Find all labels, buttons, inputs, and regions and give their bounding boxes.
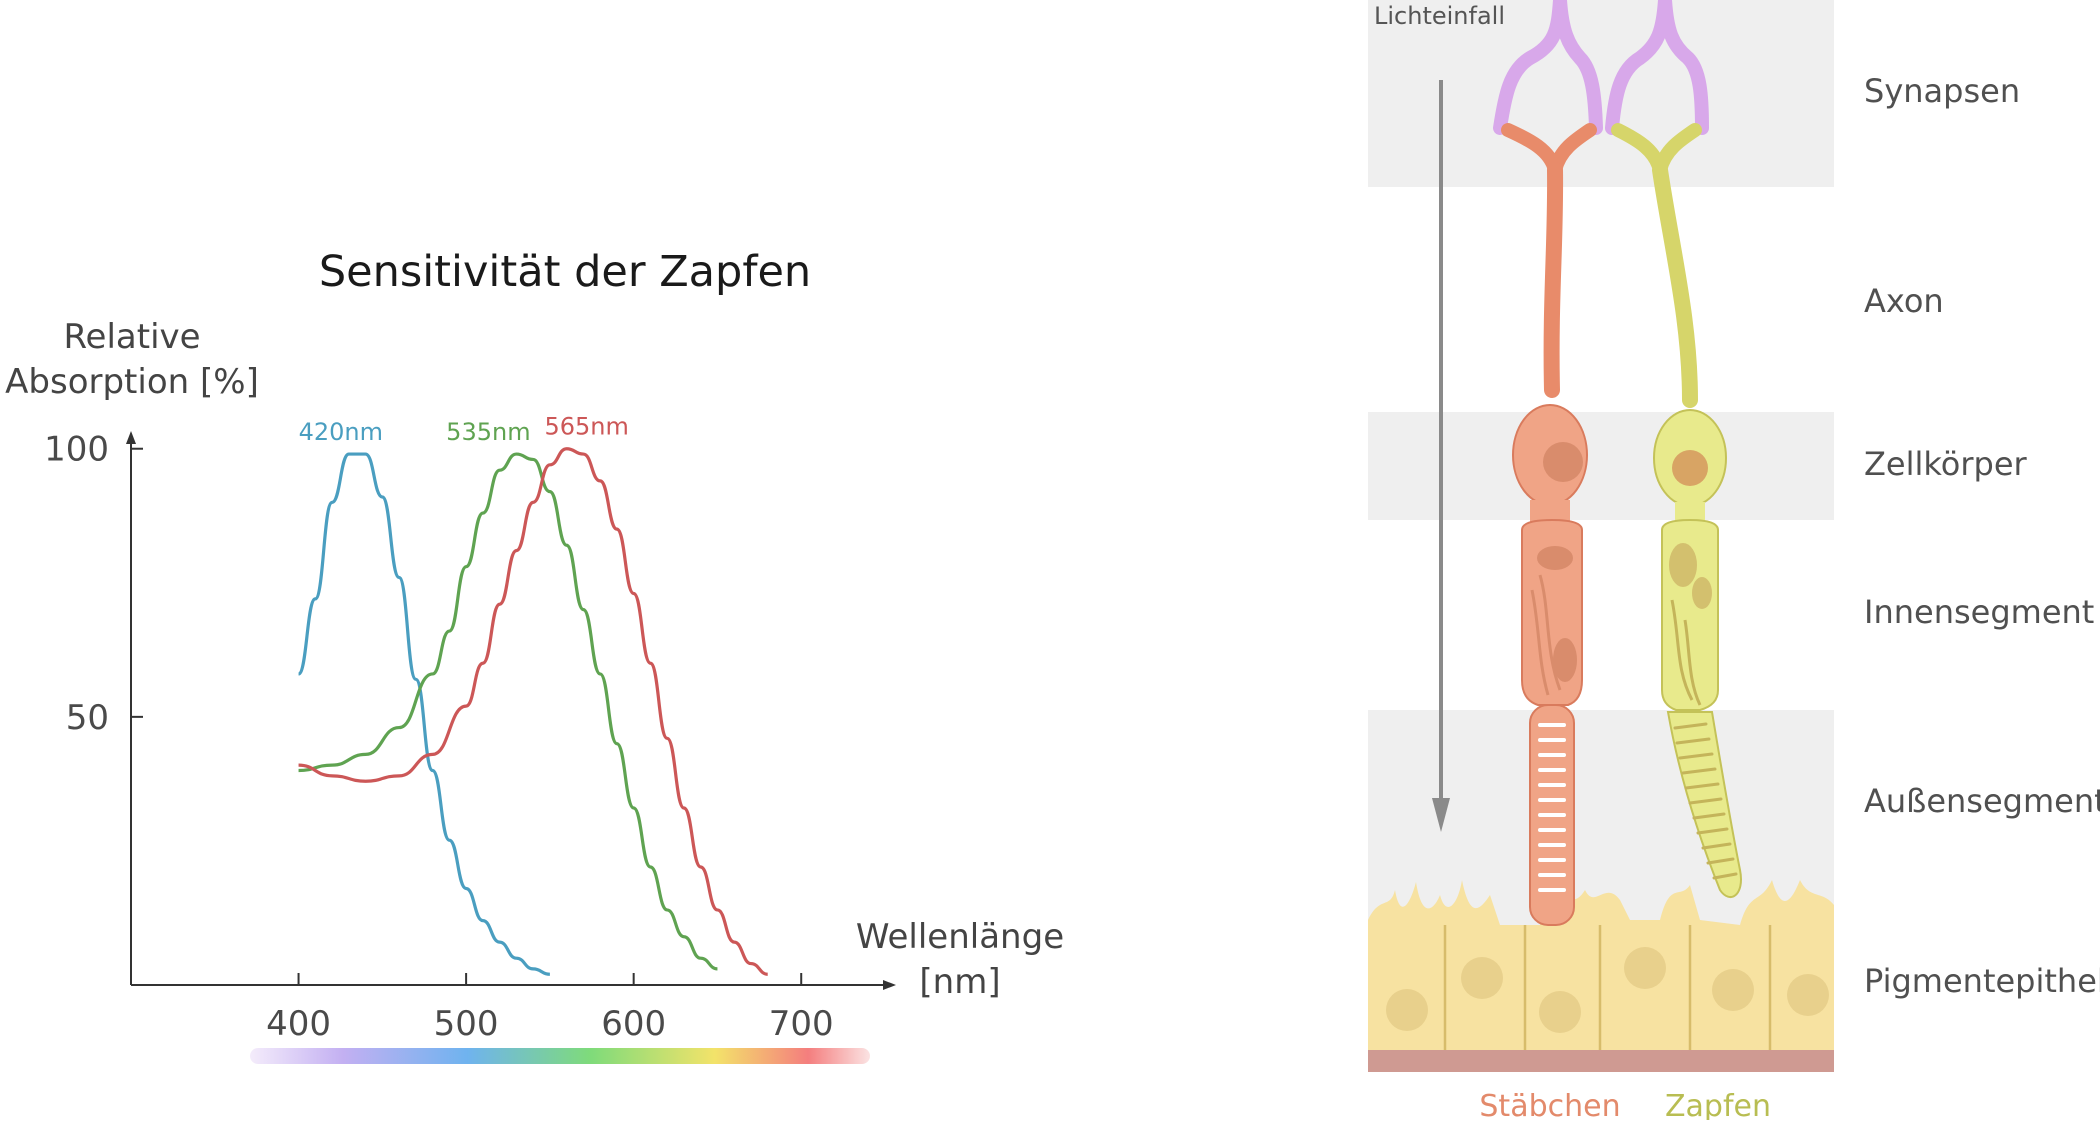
cone-label: Zapfen	[1665, 1089, 1771, 1120]
sensitivity-chart: Sensitivität der Zapfen Relative Absorpt…	[5, 247, 1064, 1064]
band-synapsen	[1368, 0, 1834, 187]
x-tick-label: 400	[266, 1004, 331, 1044]
layer-label-zellkoerper: Zellkörper	[1864, 445, 2028, 483]
peak-label-420nm: 420nm	[299, 418, 383, 446]
y-axis-label-line-1: Relative	[63, 317, 200, 357]
rod-label: Stäbchen	[1479, 1089, 1620, 1120]
light-label: Lichteinfall	[1374, 2, 1505, 30]
x-tick-label: 600	[601, 1004, 666, 1044]
layer-label-aussensegment: Außensegment	[1864, 782, 2100, 820]
sensitivity-chart-panel: Sensitivität der Zapfen Relative Absorpt…	[5, 247, 1064, 1064]
y-tick-label: 50	[66, 698, 109, 738]
retina-diagram-panel: Lichteinfall	[1300, 0, 2100, 1124]
peak-label-535nm: 535nm	[446, 418, 530, 446]
x-axis-label-line-1: Wellenlänge	[856, 917, 1064, 957]
x-axis-arrow	[883, 980, 896, 990]
y-axis-arrow	[126, 431, 136, 444]
retina-diagram: Lichteinfall	[1368, 0, 2100, 1124]
x-tick-label: 700	[769, 1004, 834, 1044]
spectrum-bar	[250, 1048, 870, 1064]
y-tick-label: 100	[44, 430, 109, 470]
peak-label-565nm: 565nm	[544, 413, 628, 441]
light-arrow-head	[1432, 798, 1450, 832]
band-zellkoerper	[1368, 412, 1834, 520]
y-axis-label-line-2: Absorption [%]	[5, 362, 259, 402]
pigment-epithelium	[1368, 880, 1834, 1072]
absorption-curve-535nm	[298, 452, 718, 971]
band-aussensegment	[1368, 710, 1834, 930]
rod-cell	[1493, 0, 1603, 926]
x-tick-label: 500	[434, 1004, 499, 1044]
absorption-curve-420nm	[296, 452, 550, 976]
layer-label-axon: Axon	[1864, 282, 1944, 320]
layer-label-pigmentepithel: Pigmentepithel	[1864, 962, 2100, 1000]
layer-label-innensegment: Innensegment	[1864, 593, 2094, 631]
layer-label-synapsen: Synapsen	[1864, 72, 2020, 110]
chart-title: Sensitivität der Zapfen	[319, 247, 811, 297]
x-axis-label-line-2: [nm]	[919, 962, 1000, 1002]
cone-cell	[1605, 0, 1742, 898]
absorption-curve-565nm	[298, 447, 768, 976]
